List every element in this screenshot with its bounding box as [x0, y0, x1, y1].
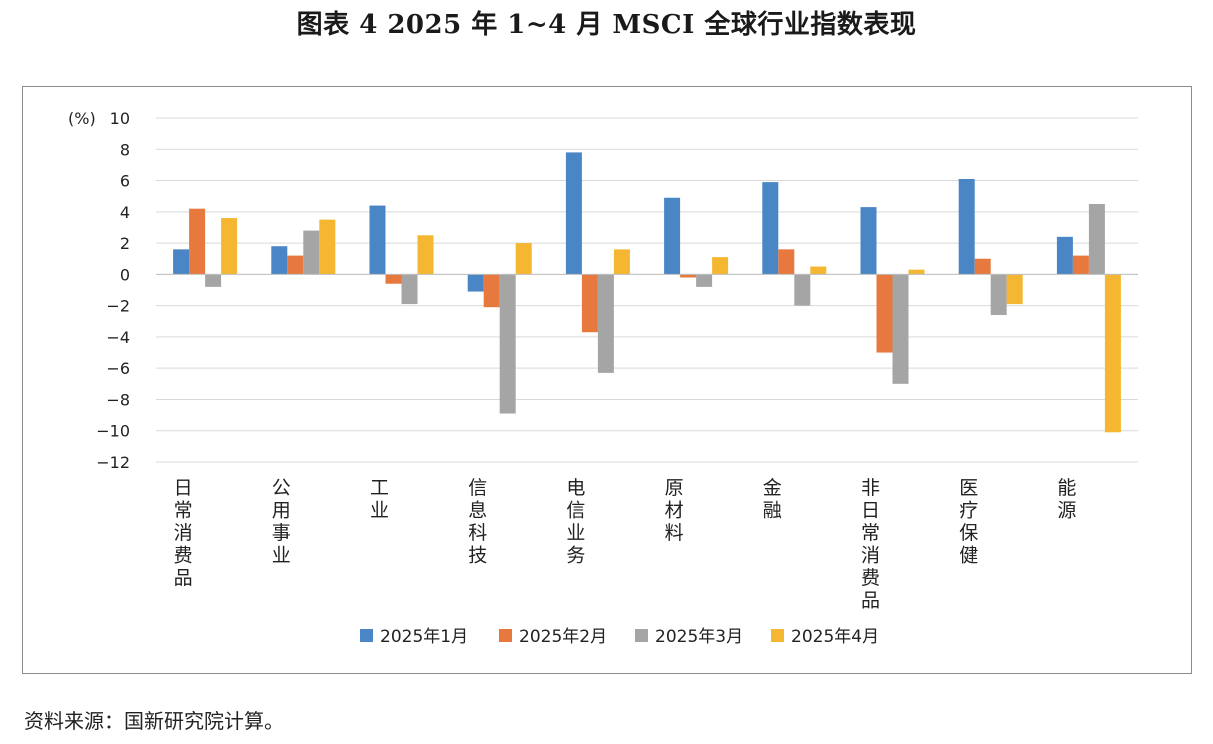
bar: [467, 274, 484, 292]
legend-swatch: [635, 629, 648, 642]
y-tick-label: −6: [106, 359, 130, 378]
bar: [173, 249, 190, 275]
legend-label: 2025年2月: [519, 627, 607, 647]
y-tick-label: 0: [120, 265, 130, 284]
y-tick-label: −4: [106, 328, 130, 347]
bar: [319, 219, 336, 275]
category-label: 信息科技: [468, 477, 487, 567]
bar: [189, 208, 206, 275]
chart-title: 图表 4 2025 年 1~4 月 MSCI 全球行业指数表现: [296, 10, 917, 40]
legend-swatch: [499, 629, 512, 642]
chart-frame: [22, 86, 1192, 674]
bar: [613, 249, 630, 275]
bar-chart: 10 8 6 4 2 0 −2 −4 −6 −8 −10 −12 (%) 日常消费品 公用事业 工业 信息科技 电…: [68, 109, 1138, 647]
bar: [581, 274, 598, 333]
bar: [1006, 274, 1023, 305]
category-label: 医疗保健: [959, 477, 978, 567]
bar: [303, 230, 320, 275]
bar: [778, 249, 795, 275]
bar: [499, 274, 516, 414]
legend-label: 2025年1月: [380, 627, 468, 647]
bar: [287, 255, 304, 275]
category-label: 原材料: [665, 477, 684, 544]
bar: [369, 205, 386, 275]
category-label: 电信业务: [566, 477, 585, 567]
bar: [892, 274, 909, 384]
bar: [385, 274, 402, 284]
bar: [205, 274, 222, 287]
y-tick-label: −10: [96, 422, 130, 441]
bar: [990, 274, 1007, 316]
legend-swatch: [360, 629, 373, 642]
bar: [712, 257, 729, 275]
bar: [1104, 274, 1121, 433]
bar: [597, 274, 614, 373]
y-tick-label: 2: [120, 234, 130, 253]
bar: [515, 243, 532, 275]
y-tick-label: 6: [120, 172, 130, 191]
legend-swatch: [771, 629, 784, 642]
bar: [958, 178, 975, 275]
bar: [794, 274, 811, 306]
category-label: 非日常消费品: [861, 477, 880, 612]
bar: [1072, 255, 1089, 275]
bar: [680, 274, 697, 278]
category-label: 工业: [370, 477, 389, 522]
bar: [1088, 204, 1105, 275]
category-label: 日常消费品: [174, 477, 193, 589]
category-label: 公用事业: [272, 477, 291, 567]
source-note: 资料来源：国新研究院计算。: [24, 709, 284, 733]
bar: [908, 269, 925, 275]
legend-label: 2025年4月: [791, 627, 879, 647]
y-tick-label: 4: [120, 203, 130, 222]
y-tick-label: −12: [96, 453, 130, 472]
bar: [762, 182, 779, 275]
bar: [483, 274, 500, 308]
bar: [664, 197, 681, 275]
bar: [876, 274, 893, 353]
bar: [417, 235, 434, 275]
y-tick-label: −8: [106, 390, 130, 409]
bar: [696, 274, 713, 287]
bar: [810, 266, 827, 275]
bar: [401, 274, 418, 305]
y-tick-label: −2: [106, 297, 130, 316]
bar: [1056, 236, 1073, 275]
y-tick-label: 10: [110, 109, 130, 128]
bar: [221, 218, 238, 275]
bar: [860, 207, 877, 275]
legend-label: 2025年3月: [655, 627, 743, 647]
bar: [565, 152, 582, 275]
category-label: 金融: [763, 477, 782, 522]
bar: [271, 246, 288, 275]
bar: [974, 258, 991, 275]
category-label: 能源: [1057, 477, 1076, 522]
y-tick-label: 8: [120, 140, 130, 159]
y-unit-label: (%): [68, 109, 96, 128]
